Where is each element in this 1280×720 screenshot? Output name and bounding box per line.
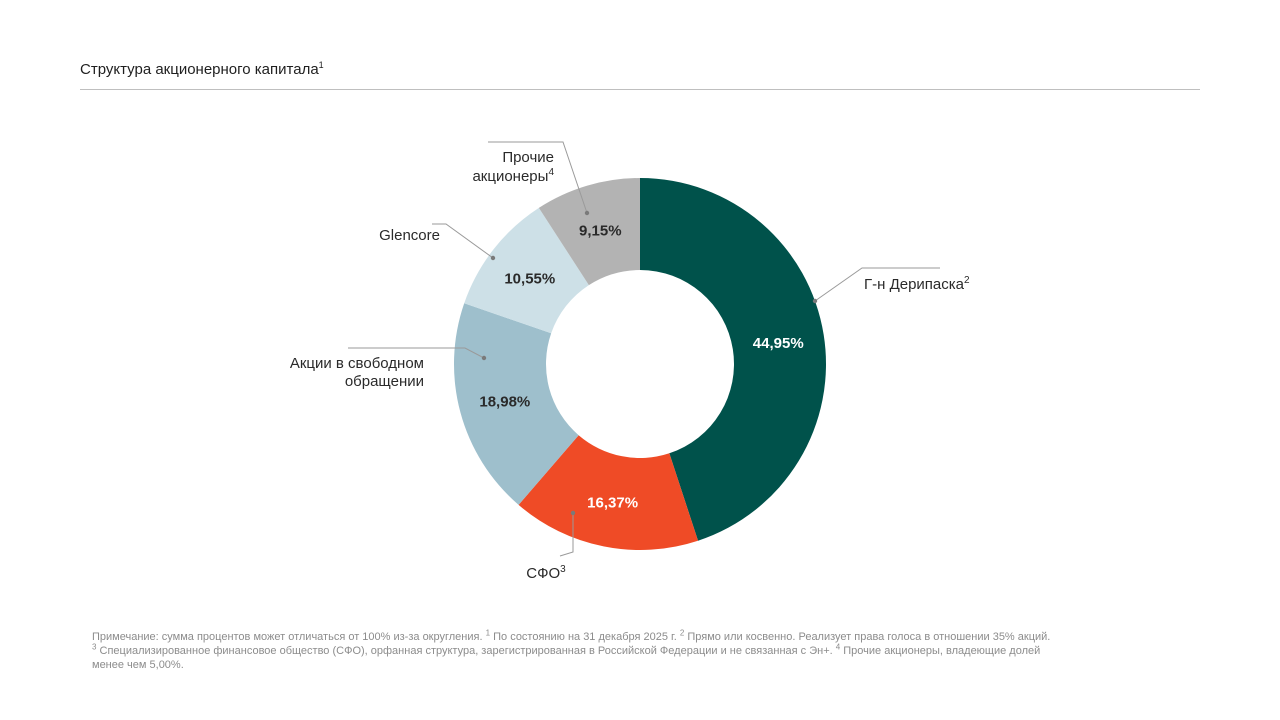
slice-4	[538, 178, 640, 286]
slice-category-label-4: Прочие акционеры4	[472, 149, 554, 185]
leader-line-0	[814, 267, 940, 302]
slice-3	[464, 207, 589, 334]
leader-dot-0	[812, 298, 818, 304]
slice-2	[454, 303, 579, 505]
footnote-1: По состоянию на 31 декабря 2025 г.	[493, 631, 677, 643]
slice-1	[518, 435, 699, 551]
footnote-mark-4: 4	[835, 642, 841, 652]
leader-dot-3	[490, 255, 496, 261]
footnote-mark-2: 2	[679, 628, 685, 638]
footnote-2: Прямо или косвенно. Реализует права голо…	[687, 631, 1051, 643]
leader-line-3	[432, 223, 494, 259]
leader-line-4	[488, 141, 588, 214]
leader-dot-2	[481, 355, 487, 361]
slice-0	[640, 178, 826, 541]
footnote: Примечание: сумма процентов может отлича…	[92, 628, 1192, 672]
slice-value-label-1: 16,37%	[587, 494, 638, 511]
slice-category-label-1: СФО3	[526, 564, 566, 582]
footnote-line-2: 3 Специализированное финансовое общество…	[92, 642, 1192, 658]
chart-title: Структура акционерного капитала1	[80, 60, 324, 79]
footnote-4-cont: менее чем 5,00%.	[92, 659, 184, 671]
donut-chart: 44,95% 16,37% 18,98% 10,55% 9,15% Г-н Дерипас…	[290, 141, 970, 582]
slice-value-label-0: 44,95%	[753, 335, 804, 352]
footnote-note: Примечание: сумма процентов может отлича…	[92, 631, 483, 643]
footnote-line-1: Примечание: сумма процентов может отлича…	[92, 628, 1192, 644]
slice-category-label-3: Glencore	[379, 227, 440, 244]
footnote-mark-1: 1	[485, 628, 491, 638]
leader-dot-1	[570, 510, 576, 516]
slice-value-label-2: 18,98%	[479, 393, 530, 410]
slice-category-label-2: Акции в свободном обращении	[290, 355, 424, 390]
leader-dot-4	[584, 210, 590, 216]
leader-line-2	[348, 347, 485, 359]
footnote-3: Специализированное финансовое общество (…	[99, 645, 833, 657]
slice-value-label-4: 9,15%	[579, 223, 622, 240]
footnote-mark-3: 3	[92, 642, 97, 652]
footnote-line-3: менее чем 5,00%.	[92, 658, 1192, 672]
chart-title-text: Структура акционерного капитала	[80, 61, 319, 78]
title-divider	[80, 89, 1200, 90]
leader-line-1	[559, 513, 574, 557]
slice-category-label-0: Г-н Дерипаска2	[864, 275, 970, 293]
chart-title-footnote-mark: 1	[318, 60, 324, 70]
slice-value-label-3: 10,55%	[504, 271, 555, 288]
footnote-4: Прочие акционеры, владеющие долей	[843, 645, 1041, 657]
